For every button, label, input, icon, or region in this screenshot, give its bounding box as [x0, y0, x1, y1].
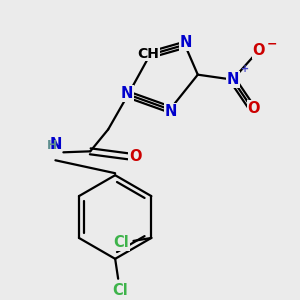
Text: N: N: [180, 35, 192, 50]
Text: H: H: [46, 139, 57, 152]
Text: +: +: [241, 64, 249, 74]
Text: Cl: Cl: [112, 283, 128, 298]
Text: Cl: Cl: [114, 236, 129, 250]
Text: N: N: [49, 137, 62, 152]
Text: O: O: [252, 43, 265, 58]
Text: O: O: [247, 101, 260, 116]
Text: N: N: [226, 72, 239, 87]
Text: N: N: [121, 86, 133, 101]
Text: O: O: [129, 149, 141, 164]
Text: −: −: [266, 38, 277, 51]
Text: N: N: [165, 104, 177, 119]
Text: CH: CH: [137, 47, 159, 61]
